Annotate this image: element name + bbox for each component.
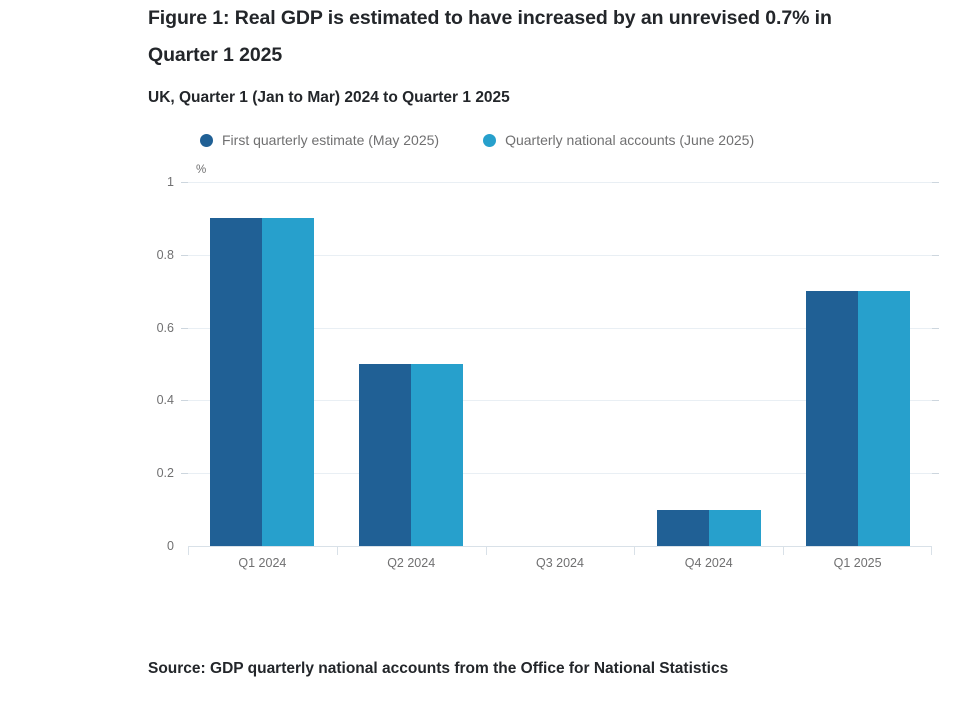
bar[interactable]: [210, 218, 263, 546]
y-axis-unit-label: %: [196, 164, 207, 176]
bar-group: [359, 182, 464, 546]
y-axis-tick-label: 0.6: [156, 320, 174, 335]
x-axis-tick-label: Q4 2024: [684, 556, 733, 570]
y-axis-tick-mark: [932, 254, 939, 256]
bar-group: [210, 182, 315, 546]
legend-item-label: Quarterly national accounts (June 2025): [505, 132, 755, 148]
y-axis-tick-mark: [932, 182, 939, 183]
y-axis-tick-mark: [932, 473, 939, 475]
x-axis-tick-mark: [188, 546, 189, 555]
bar[interactable]: [359, 364, 412, 546]
chart-plot-container: % 0 0.2 0.4 0.6 0.8 1 Q1 2024 Q2 2024 Q3 2024 Q4…: [148, 164, 948, 585]
y-axis-tick-mark: [181, 473, 188, 475]
bar[interactable]: [656, 509, 709, 546]
legend-swatch-icon: [200, 133, 213, 147]
y-axis-tick-mark: [932, 400, 939, 402]
x-axis-tick-mark: [783, 546, 785, 555]
x-axis-tick-mark: [634, 546, 636, 555]
y-gridline: [188, 254, 932, 256]
bar[interactable]: [857, 291, 910, 546]
legend-swatch-icon: [483, 133, 497, 147]
x-axis-line: [188, 546, 932, 547]
y-axis-tick-mark: [932, 327, 939, 329]
x-axis-tick-label: Q3 2024: [536, 556, 584, 570]
bar[interactable]: [805, 291, 858, 546]
y-gridline: [188, 327, 932, 329]
y-axis-tick-mark: [181, 327, 188, 329]
source-note: Source: GDP quarterly national accounts …: [148, 660, 729, 677]
figure-subtitle: UK, Quarter 1 (Jan to Mar) 2024 to Quart…: [148, 89, 510, 106]
y-axis-tick-label: 1: [167, 174, 174, 189]
bar[interactable]: [262, 218, 315, 546]
y-axis-tick-mark: [181, 254, 188, 256]
legend-item-label: First quarterly estimate (May 2025): [222, 132, 440, 148]
y-axis-tick-label: 0: [167, 538, 174, 553]
y-axis-tick-label: 0.4: [156, 393, 174, 408]
x-axis-tick-mark: [485, 546, 487, 555]
x-axis-tick-label: Q1 2025: [833, 556, 882, 570]
y-axis-tick-mark: [181, 400, 188, 402]
y-gridline: [188, 473, 932, 475]
legend-item[interactable]: Quarterly national accounts (June 2025): [483, 133, 754, 147]
y-gridline: [188, 182, 932, 183]
x-axis-tick-label: Q1 2024: [238, 556, 287, 570]
x-axis: Q1 2024 Q2 2024 Q3 2024 Q4 2024 Q1 2025: [188, 546, 932, 580]
y-axis-tick-label: 0.2: [156, 465, 174, 480]
bar-group: [805, 182, 910, 546]
page-title: Figure 1: Real GDP is estimated to have …: [148, 7, 832, 66]
y-gridline: [188, 400, 932, 402]
chart-legend: First quarterly estimate (May 2025) Quart…: [200, 133, 754, 147]
bar[interactable]: [708, 509, 761, 546]
bar-group: [656, 182, 761, 546]
x-axis-tick-label: Q2 2024: [387, 556, 436, 570]
bar[interactable]: [411, 364, 464, 546]
y-axis-tick-label: 0.8: [156, 247, 174, 262]
bar-group: [508, 182, 612, 546]
legend-item[interactable]: First quarterly estimate (May 2025): [200, 133, 439, 147]
x-axis-tick-mark: [931, 546, 932, 555]
plot-area: 0 0.2 0.4 0.6 0.8 1: [157, 176, 939, 552]
y-axis-tick-mark: [181, 182, 188, 183]
x-axis-tick-mark: [336, 546, 338, 555]
